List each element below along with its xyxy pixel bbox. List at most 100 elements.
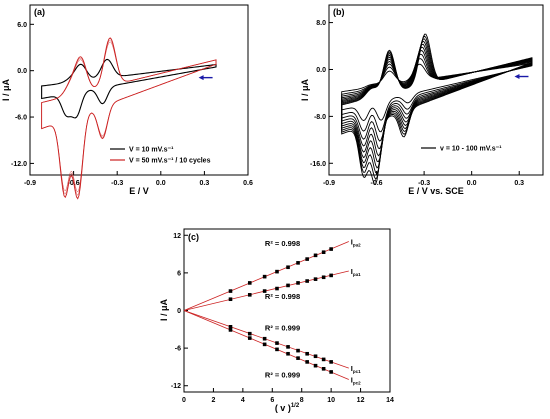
panel-a-y-tick-label: 0.0: [17, 68, 27, 75]
panel-a-y-tick-label: 6.0: [17, 22, 27, 29]
panel-c-point: [262, 274, 267, 279]
panel-c-series-label-sub: pc1: [353, 369, 361, 374]
panel-c-point: [305, 360, 309, 364]
panel-a-y-tick-label: -6.0: [15, 115, 27, 122]
panel-b-legend-label: v = 10 - 100 mV.s⁻¹: [440, 146, 502, 153]
panel-c-point: [296, 356, 300, 360]
panel-c-y-tick-label: 6: [177, 270, 181, 277]
panel-c-point: [275, 269, 279, 274]
panel-c-x-axis-label-sup: 1/2: [291, 403, 300, 409]
panel-c-point: [313, 277, 318, 281]
panel-a-legend-label: V = 50 mV.s⁻¹ / 10 cycles: [129, 158, 211, 165]
panel-c-y-ticks: 12 6 0 -6 -12: [171, 233, 188, 390]
panel-c-point: [286, 265, 290, 270]
panel-c-point: [305, 257, 309, 261]
panel-c-point: [313, 253, 318, 258]
panel-c-x-tick-label: 4: [241, 397, 245, 404]
panel-c-r2-label: R² = 0.998: [265, 239, 300, 248]
panel-c-frame: [183, 228, 391, 393]
panel-c-point: [329, 370, 333, 374]
panel-b-curve: [341, 58, 533, 133]
panel-c-y-tick-label: -6: [175, 346, 181, 353]
panel-c-y-tick-label: -12: [171, 383, 181, 390]
panel-a-y-tick-label: -12.0: [11, 161, 27, 168]
panel-c-x-tick-label: 6: [270, 397, 274, 404]
panel-a-arrow-head: [198, 75, 204, 81]
panel-b-blue-arrow: [514, 74, 529, 80]
panel-c-point: [262, 289, 267, 293]
panel-a-curve-black: [41, 58, 217, 119]
panel-b-x-tick-label: -0.3: [418, 180, 430, 187]
panel-c-point: [286, 283, 290, 288]
panel-c-point: [296, 261, 300, 265]
panel-c-series-label-main: I: [351, 238, 353, 247]
panel-b-curve: [341, 38, 533, 175]
panel-b-label: (b): [333, 7, 345, 17]
panel-b-curve: [341, 40, 533, 169]
panel-c-series-label: Ipc2: [351, 375, 361, 385]
panel-a-y-axis-label: I / μA: [1, 78, 11, 101]
panel-a-curves: [41, 37, 217, 200]
panel-a-red-cycle: [41, 41, 217, 193]
panel-c-point: [313, 363, 318, 368]
panel-b-y-tick-label: 0.0: [316, 67, 326, 74]
panel-c-point: [247, 331, 252, 336]
panel-c-x-tick-label: 12: [357, 397, 365, 404]
panel-a-legend-label: V = 10 mV.s⁻¹: [129, 147, 174, 154]
panel-b-frame: [328, 4, 544, 176]
panel-b-y-axis-label: I / μA: [300, 78, 310, 101]
panel-c-point: [228, 297, 233, 302]
panel-c-point: [305, 279, 309, 283]
panel-c-point: [286, 351, 290, 356]
panel-c-point: [275, 347, 279, 352]
panel-c-point: [247, 336, 252, 340]
panel-c-r2-label: R² = 0.999: [265, 324, 300, 333]
panel-a-blue-arrow: [198, 75, 213, 81]
panel-c-point: [247, 293, 252, 297]
panel-c-series-label-sub: pa2: [353, 243, 361, 248]
panel-c-label: (c): [188, 232, 199, 242]
panel-b-y-tick-label: -16.0: [310, 161, 326, 168]
panel-a-x-tick-label: 0.0: [156, 180, 166, 187]
panel-b-curve: [341, 62, 533, 122]
panel-c-x-tick-label: 8: [300, 397, 304, 404]
panel-c-r2-label: R² = 0.998: [265, 292, 300, 301]
panel-c-point: [228, 325, 233, 329]
panel-a: (a) -0.9 -0.6 -0.3 0.0 0.3 0.6 6.00.0-6.0-12.…: [1, 4, 253, 200]
panel-b-y-tick-label: 8.0: [316, 20, 326, 27]
panel-c-point: [262, 336, 267, 341]
panel-c-point: [321, 357, 326, 362]
panel-a-legend: V = 10 mV.s⁻¹ V = 50 mV.s⁻¹ / 10 cycles: [110, 147, 211, 165]
panel-b-x-axis-label: E / V vs. SCE: [408, 186, 464, 196]
panel-b-curve: [341, 43, 533, 163]
panel-c-y-axis-label: I / μA: [159, 298, 169, 321]
panel-c-x-tick-label: 0: [182, 397, 186, 404]
panel-c-series-label-main: I: [351, 267, 353, 276]
panel-a-y-ticks: 6.0 0.0 -6.0 -12.0: [11, 22, 34, 168]
panel-a-x-ticks: -0.9 -0.6 -0.3 0.0 0.3 0.6: [24, 171, 253, 187]
panel-b-curve: [341, 46, 533, 157]
panel-c-point: [313, 354, 318, 359]
panel-c-series-label-sub: pc2: [353, 380, 361, 385]
panel-c-point: [228, 328, 233, 332]
panel-c-point: [321, 275, 326, 280]
panel-a-x-tick-label: -0.3: [111, 180, 123, 187]
panel-b-curves: [341, 33, 533, 185]
panel-c-y-tick-label: 0: [177, 308, 181, 315]
panel-c-series-label: Ipa2: [351, 238, 361, 248]
panel-b-x-tick-label: 0.3: [514, 180, 524, 187]
panel-c-point: [305, 351, 309, 356]
panel-b-y-tick-label: -8.0: [314, 114, 326, 121]
panel-b-arrow-head: [514, 74, 520, 80]
panel-c-series-label-main: I: [351, 364, 353, 373]
panel-c-series-label: Ipc1: [351, 364, 361, 374]
panel-c-x-axis-label-main: ( v ): [275, 403, 291, 413]
panel-a-frame: [29, 4, 249, 176]
panel-a-x-tick-label: -0.9: [24, 180, 36, 187]
panel-c-point: [321, 250, 326, 254]
panel-b-x-ticks: -0.9 -0.6 -0.3 0.0 0.3: [323, 171, 524, 187]
panel-c-points: [228, 247, 333, 374]
